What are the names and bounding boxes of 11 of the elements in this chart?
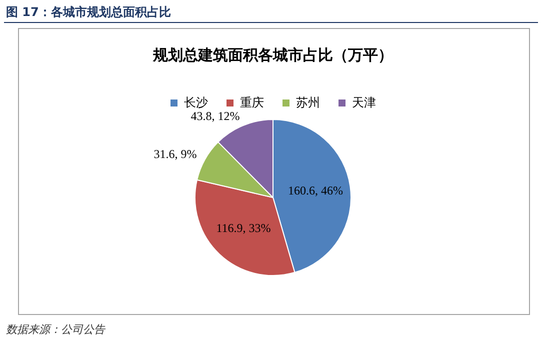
caption: 图 17：各城市规划总面积占比 — [6, 4, 171, 21]
data-label: 31.6, 9% — [154, 147, 197, 162]
source-note: 数据来源：公司公告 — [6, 322, 105, 337]
legend-label: 天津 — [352, 95, 376, 110]
legend-label: 重庆 — [240, 95, 264, 110]
chart-title: 规划总建筑面积各城市占比（万平） — [152, 46, 393, 64]
legend-label: 长沙 — [184, 95, 208, 110]
legend-label: 苏州 — [296, 95, 320, 110]
data-label: 116.9, 33% — [216, 220, 271, 235]
data-label: 160.6, 46% — [288, 184, 343, 198]
data-label: 43.8, 12% — [190, 108, 240, 123]
